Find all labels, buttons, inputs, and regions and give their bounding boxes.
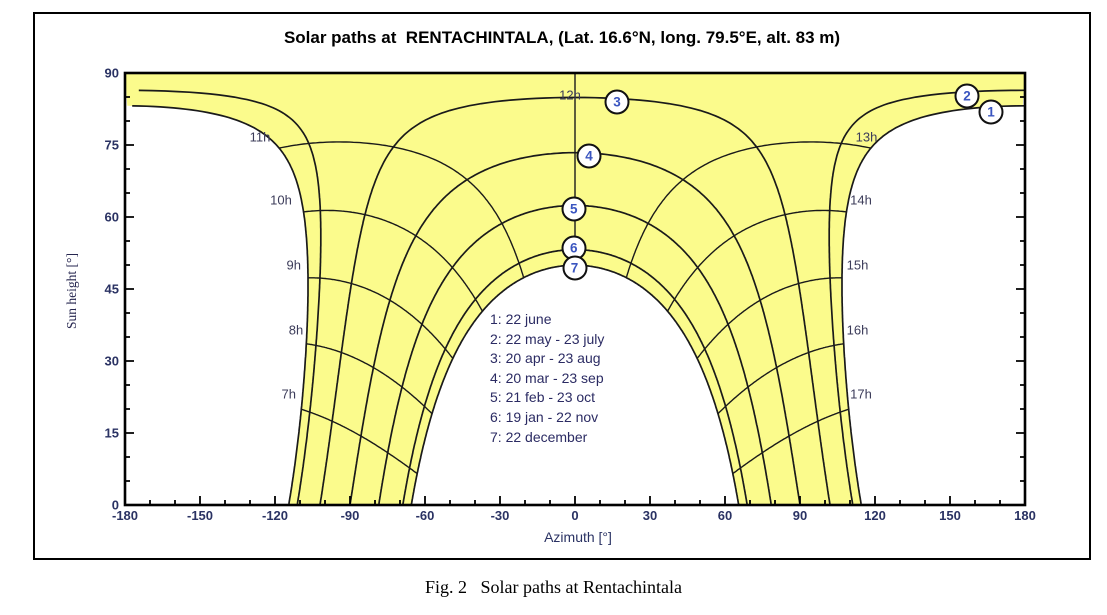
path-marker-5: 5 [561,196,587,222]
legend-row-5: 5: 21 feb - 23 oct [490,389,596,406]
x-tick-label: -30 [490,508,510,523]
legend-row-2: 2: 22 may - 23 july [490,330,605,347]
hour-label-12: 12h [559,87,581,103]
hour-label-17: 17h [850,386,872,402]
date-legend: 1: 22 june 2: 22 may - 23 july 3: 20 apr -… [490,310,604,447]
legend-row-1: 1: 22 june [490,311,552,327]
sun-path-curve-4 [349,151,801,506]
hour-label-13: 13h [855,129,878,145]
hour-label-8: 8h [288,322,304,338]
path-marker-1: 1 [978,99,1004,125]
sun-coverage-region [125,73,1025,505]
y-tick-label: 90 [104,65,119,81]
x-tick-label: 60 [717,508,733,523]
x-tick-label: 30 [642,508,658,523]
chart-title: Solar paths at RENTACHINTALA, (Lat. 16.6… [283,28,841,47]
y-tick-label: 30 [104,353,119,369]
legend-row-4: 4: 20 mar - 23 sep [490,369,604,386]
hour-label-11: 11h [249,129,271,145]
y-tick-label: 45 [104,281,119,297]
x-axis-label: Azimuth [°] [544,529,612,545]
y-tick-label: 15 [104,425,119,441]
hour-label-10: 10h [270,192,292,208]
x-tick-label: -120 [261,508,289,523]
y-tick-label: 75 [104,137,119,153]
legend-row-6: 6: 19 jan - 22 nov [490,408,599,425]
sun-path-curve-2 [138,89,1026,506]
hour-label-14: 14h [850,192,872,208]
path-marker-2: 2 [954,83,980,109]
hour-label-16: 16h [846,322,869,338]
x-tick-label: 180 [1014,508,1036,523]
x-tick-label: -150 [186,508,214,523]
sun-path-curve-1 [132,104,1026,506]
sun-path-curve-3 [319,96,831,506]
hour-label-9: 9h [286,257,301,273]
y-tick-label: 60 [104,209,119,225]
hour-label-7: 7h [281,386,296,402]
path-marker-7: 7 [562,255,587,281]
path-marker-3: 3 [604,89,630,115]
x-tick-label: 90 [792,508,808,523]
legend-row-7: 7: 22 december [490,428,588,445]
x-tick-label: 0 [571,508,579,523]
x-tick-label: -90 [340,508,360,523]
x-tick-label: -60 [415,508,435,523]
x-tick-label: 150 [939,508,961,523]
figure-caption: Fig. 2 Solar paths at Rentachintala [425,577,682,597]
hour-label-15: 15h [846,257,869,273]
legend-row-3: 3: 20 apr - 23 aug [490,350,601,367]
axis-ticks [124,72,1026,506]
y-tick-label: 0 [111,497,119,513]
x-tick-label: 120 [864,508,886,523]
path-marker-4: 4 [576,143,602,169]
x-tick-label: -180 [111,508,139,523]
